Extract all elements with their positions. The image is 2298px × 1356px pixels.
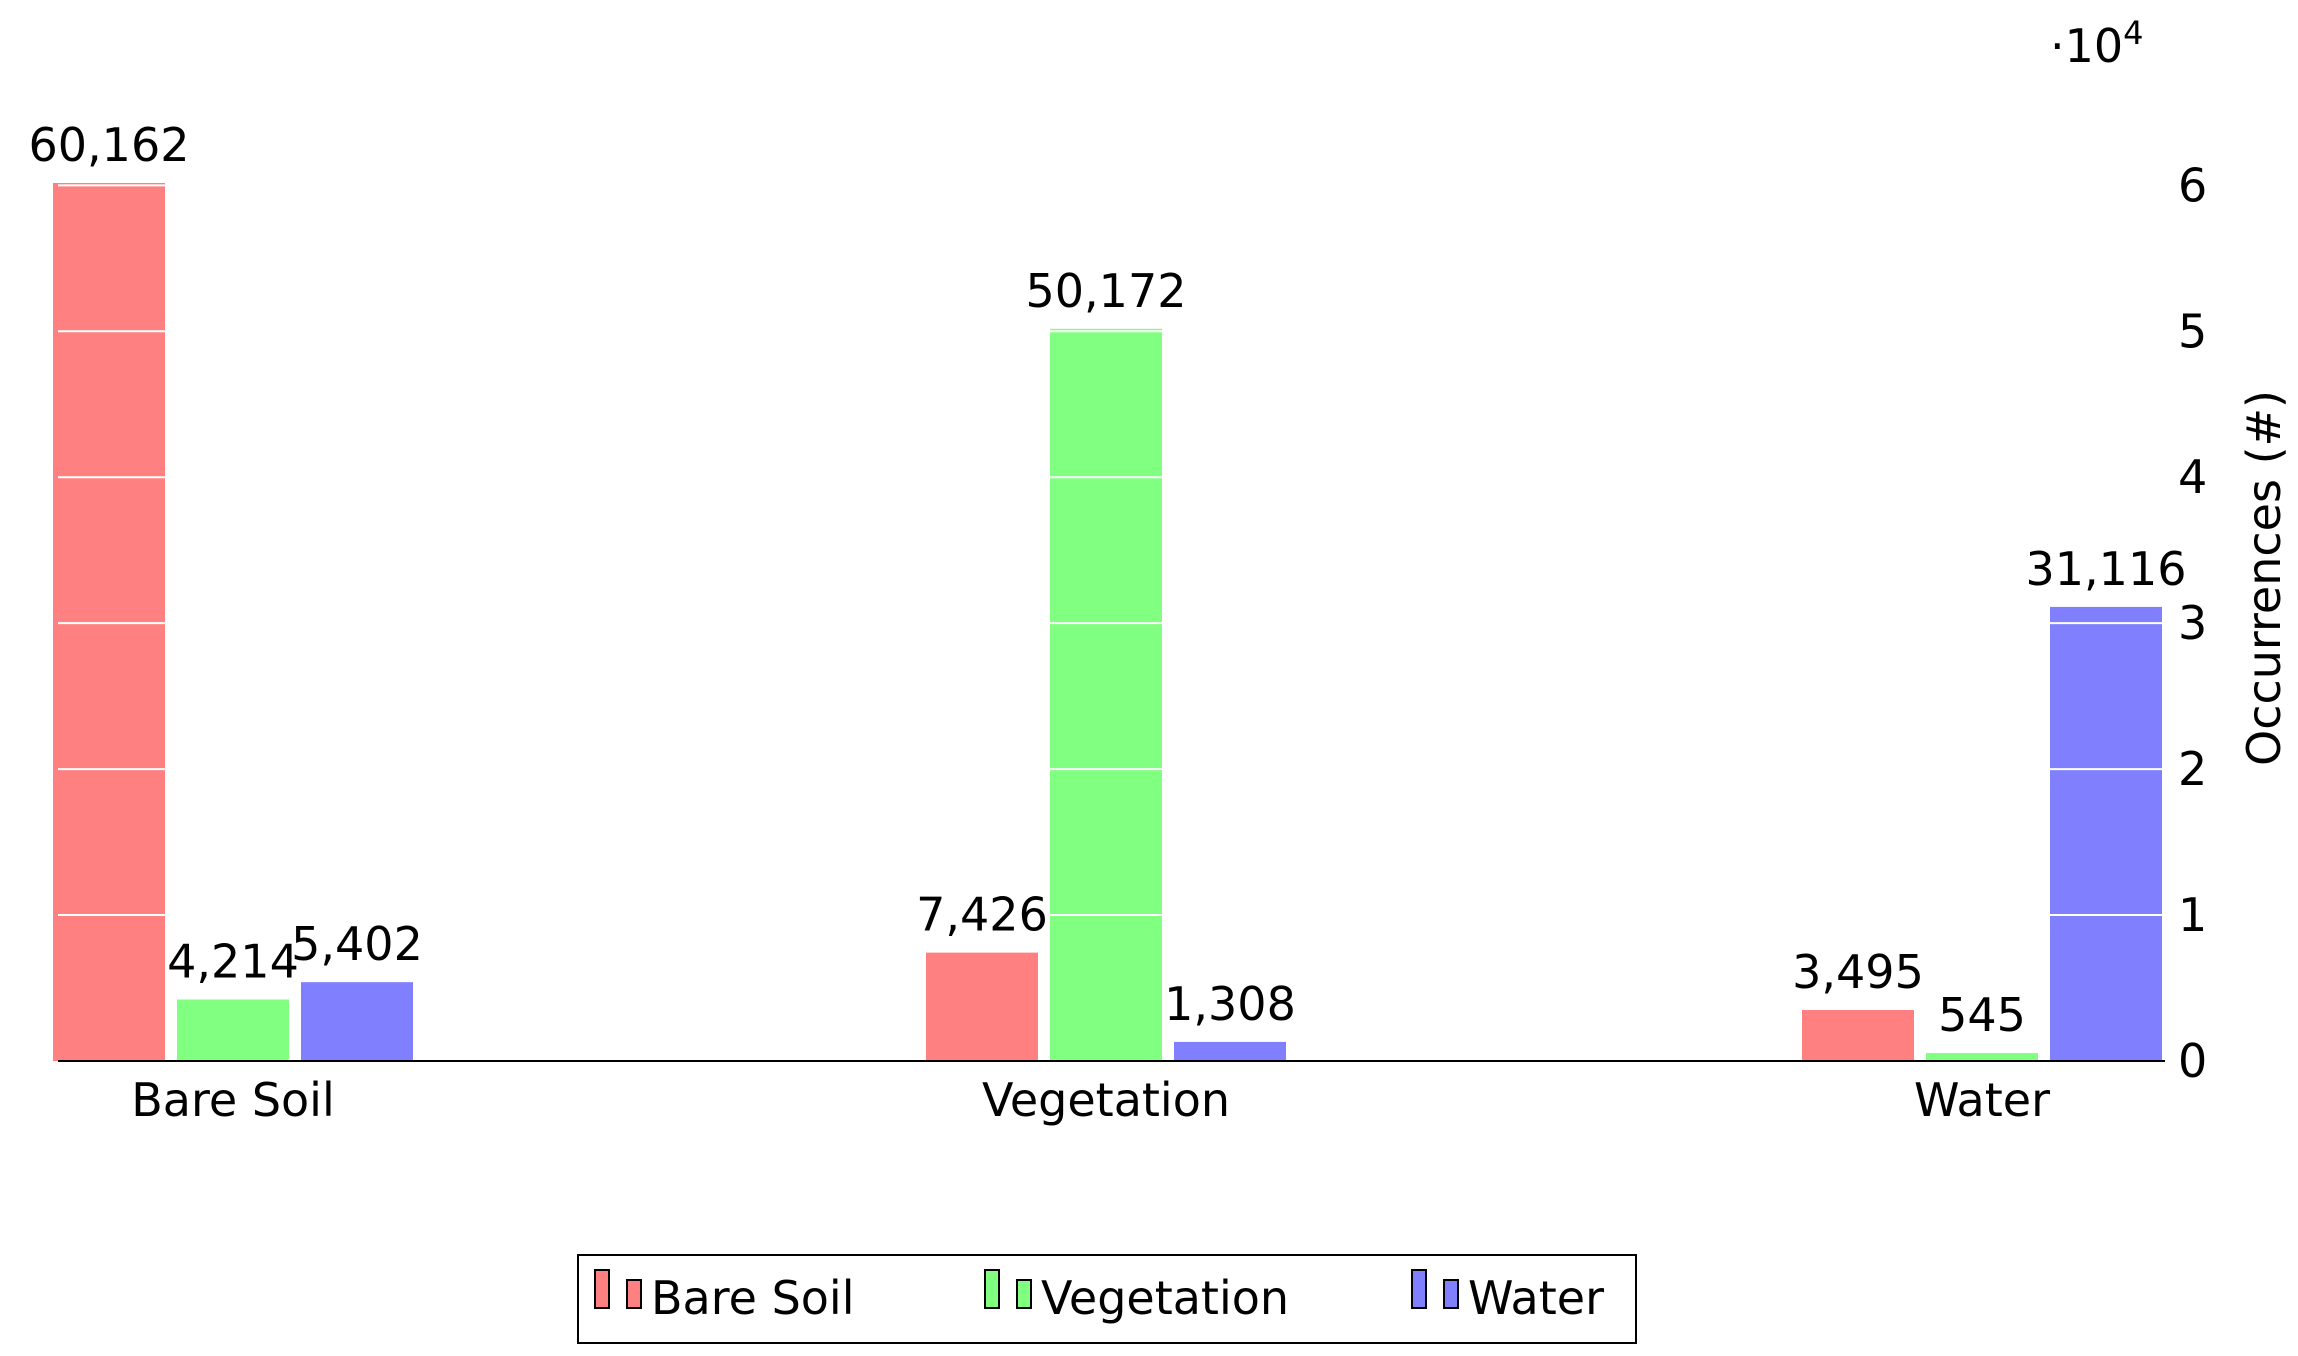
legend-entry-water: Water (1411, 1269, 1604, 1325)
x-tick-label-water: Water (1914, 1073, 2050, 1127)
y-tick-label: 6 (2178, 158, 2207, 212)
legend-swatch (1016, 1279, 1032, 1309)
legend-label: Vegetation (1041, 1271, 1289, 1325)
legend-entries: Bare Soil Vegetation Water (594, 1269, 1604, 1325)
legend-label: Water (1468, 1271, 1604, 1325)
legend-entry-vegetation: Vegetation (984, 1269, 1289, 1325)
bar-bare-soil-vegetation (926, 952, 1038, 1061)
data-label-water-vegetation: 1,308 (1164, 977, 1296, 1031)
bar-bare-soil-bare-soil (53, 183, 165, 1061)
data-label-vegetation-bare-soil: 4,214 (167, 935, 299, 989)
y-tick-label: 5 (2178, 304, 2207, 358)
x-category-labels: Bare Soil Vegetation Water (131, 1073, 2050, 1127)
data-label-vegetation-vegetation: 50,172 (1026, 264, 1187, 318)
y-tick-label: 1 (2178, 888, 2207, 942)
data-label-bare-soil-water: 3,495 (1792, 945, 1924, 999)
bar-vegetation-bare-soil (177, 999, 289, 1061)
gridlines-layer (58, 184, 2165, 917)
bar-water-water (2050, 606, 2162, 1061)
legend-box (577, 1254, 1637, 1344)
bar-water-vegetation (1174, 1041, 1286, 1061)
data-label-bare-soil-bare-soil: 60,162 (29, 118, 190, 172)
x-tick-label-vegetation: Vegetation (982, 1073, 1230, 1127)
legend-entry-bare-soil: Bare Soil (594, 1269, 854, 1325)
legend-swatch (626, 1279, 642, 1309)
data-labels-layer: 60,162 7,426 3,495 4,214 50,172 545 5,402 1,308… (29, 118, 2187, 1042)
y-multiplier-exponent: 4 (2123, 14, 2143, 52)
y-axis-multiplier: ·104 (2050, 14, 2144, 73)
y-tick-label: 4 (2178, 450, 2207, 504)
bar-vegetation-water (1926, 1053, 2038, 1061)
data-label-water-water: 31,116 (2026, 542, 2187, 596)
y-tick-label: 0 (2178, 1034, 2207, 1088)
legend: Bare Soil Vegetation Water (577, 1254, 1637, 1344)
legend-label: Bare Soil (651, 1271, 854, 1325)
y-tick-label: 2 (2178, 742, 2207, 796)
y-axis-title: Occurrences (#) (2237, 390, 2291, 766)
y-axis-ticks: 0 1 2 3 4 5 6 (2178, 158, 2207, 1088)
bar-water-bare-soil (301, 982, 413, 1061)
legend-swatch (1443, 1279, 1459, 1309)
bar-vegetation-vegetation (1050, 328, 1162, 1062)
bar-bare-soil-water (1802, 1009, 1914, 1061)
legend-swatch (1411, 1269, 1427, 1309)
bars-layer (53, 183, 2162, 1062)
data-label-vegetation-water: 545 (1938, 988, 2026, 1042)
data-label-bare-soil-vegetation: 7,426 (916, 888, 1048, 942)
legend-swatch (984, 1269, 1000, 1309)
y-tick-label: 3 (2178, 596, 2207, 650)
y-multiplier-base: ·10 (2050, 19, 2123, 73)
x-tick-label-bare-soil: Bare Soil (131, 1073, 334, 1127)
legend-swatch (594, 1269, 610, 1309)
data-label-water-bare-soil: 5,402 (291, 917, 423, 971)
